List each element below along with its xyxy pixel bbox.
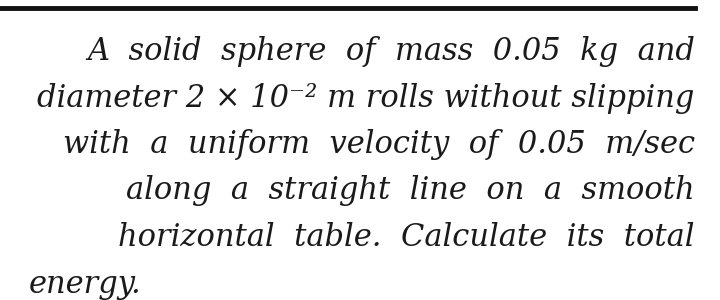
Text: energy.: energy.	[29, 268, 142, 299]
Text: along  a  straight  line  on  a  smooth: along a straight line on a smooth	[126, 176, 695, 206]
Text: diameter 2 × 10⁻² m rolls without slipping: diameter 2 × 10⁻² m rolls without slippi…	[37, 82, 695, 113]
Text: with  a  uniform  velocity  of  0.05  m/sec: with a uniform velocity of 0.05 m/sec	[63, 129, 695, 160]
Text: horizontal  table.  Calculate  its  total: horizontal table. Calculate its total	[118, 222, 695, 253]
Text: A  solid  sphere  of  mass  0.05  kg  and: A solid sphere of mass 0.05 kg and	[87, 36, 695, 67]
